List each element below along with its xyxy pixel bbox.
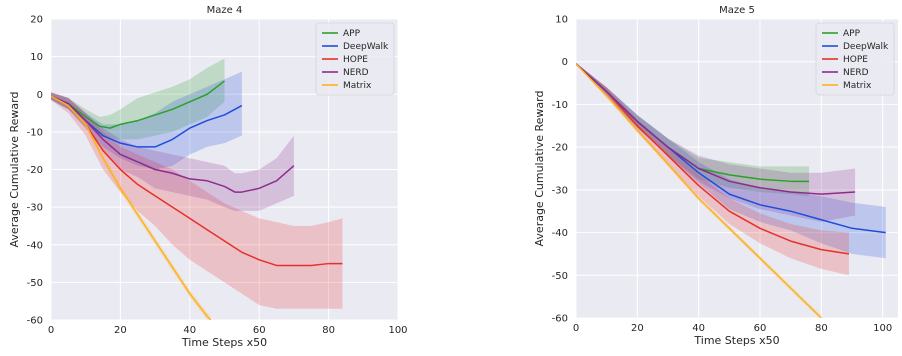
y-tick-label: -10 xyxy=(552,100,568,111)
y-tick-label: -60 xyxy=(552,314,568,325)
band-hope xyxy=(576,62,849,276)
y-tick-label: -40 xyxy=(27,240,43,251)
legend: APP DeepWalk HOPE NERD Matrix xyxy=(315,22,395,96)
y-tick-label: 0 xyxy=(562,57,568,68)
legend-label-deepwalk: DeepWalk xyxy=(343,42,389,52)
y-tick-label: 0 xyxy=(37,90,43,101)
y-axis-label: Average Cumulative Reward xyxy=(8,92,21,248)
series-line-hope xyxy=(51,95,343,267)
chart-panel-1: 0 20 40 60 80 10020100-10-20-30-40-50-60Maze … xyxy=(8,5,408,349)
band-nerd xyxy=(576,62,856,222)
legend-label-app: APP xyxy=(343,29,361,39)
legend-label-nerd: NERD xyxy=(843,68,869,78)
band-deepwalk xyxy=(51,71,242,170)
y-tick-label: -20 xyxy=(552,143,568,154)
y-tick-label: 10 xyxy=(30,52,43,63)
y-tick-label: -30 xyxy=(552,185,568,196)
y-tick-label: -50 xyxy=(27,278,43,289)
band-app xyxy=(51,58,225,140)
x-tick-label: 60 xyxy=(754,323,767,334)
x-tick-label: 60 xyxy=(253,325,266,336)
series-line-nerd xyxy=(576,63,856,195)
band-nerd xyxy=(51,92,294,211)
series-line-hope xyxy=(576,63,850,255)
legend: APP DeepWalk HOPE NERD Matrix xyxy=(815,22,895,96)
x-tick-label: 40 xyxy=(692,323,705,334)
plot-data xyxy=(576,62,886,318)
band-app xyxy=(576,62,810,197)
series-line-matrix xyxy=(51,95,212,320)
legend-label-deepwalk: DeepWalk xyxy=(843,42,889,52)
x-tick-label: 0 xyxy=(573,323,579,334)
legend-label-nerd: NERD xyxy=(343,68,369,78)
x-axis-label: Time Steps x50 xyxy=(181,336,267,349)
x-tick-label: 100 xyxy=(873,323,892,334)
series-line-matrix xyxy=(576,63,822,318)
plot-data xyxy=(51,58,343,320)
legend-label-matrix: Matrix xyxy=(343,81,372,91)
band-deepwalk xyxy=(576,62,886,259)
x-tick-label: 0 xyxy=(48,325,54,336)
legend-box xyxy=(815,22,895,96)
x-tick-label: 80 xyxy=(322,325,335,336)
y-tick-label: -30 xyxy=(27,203,43,214)
y-tick-label: 10 xyxy=(555,15,568,26)
band-hope xyxy=(51,92,343,309)
x-tick-label: 80 xyxy=(815,323,828,334)
y-tick-label: -40 xyxy=(552,228,568,239)
x-tick-label: 40 xyxy=(183,325,196,336)
y-tick-label: -20 xyxy=(27,165,43,176)
x-tick-label: 100 xyxy=(388,325,407,336)
legend-label-hope: HOPE xyxy=(343,55,368,65)
y-tick-label: -50 xyxy=(552,271,568,282)
legend-label-matrix: Matrix xyxy=(843,81,872,91)
legend-label-hope: HOPE xyxy=(843,55,868,65)
y-axis-label: Average Cumulative Reward xyxy=(533,91,546,247)
y-tick-label: -10 xyxy=(27,127,43,138)
x-tick-label: 20 xyxy=(114,325,127,336)
x-axis-label: Time Steps x50 xyxy=(693,334,779,347)
chart-title: Maze 4 xyxy=(207,5,243,16)
series-line-app xyxy=(51,80,225,129)
legend-label-app: APP xyxy=(843,29,861,39)
x-tick-label: 20 xyxy=(631,323,644,334)
y-tick-label: 20 xyxy=(30,15,43,26)
legend-box xyxy=(315,22,395,96)
y-tick-label: -60 xyxy=(27,316,43,327)
chart-title: Maze 5 xyxy=(719,5,755,16)
series-line-nerd xyxy=(51,95,295,193)
